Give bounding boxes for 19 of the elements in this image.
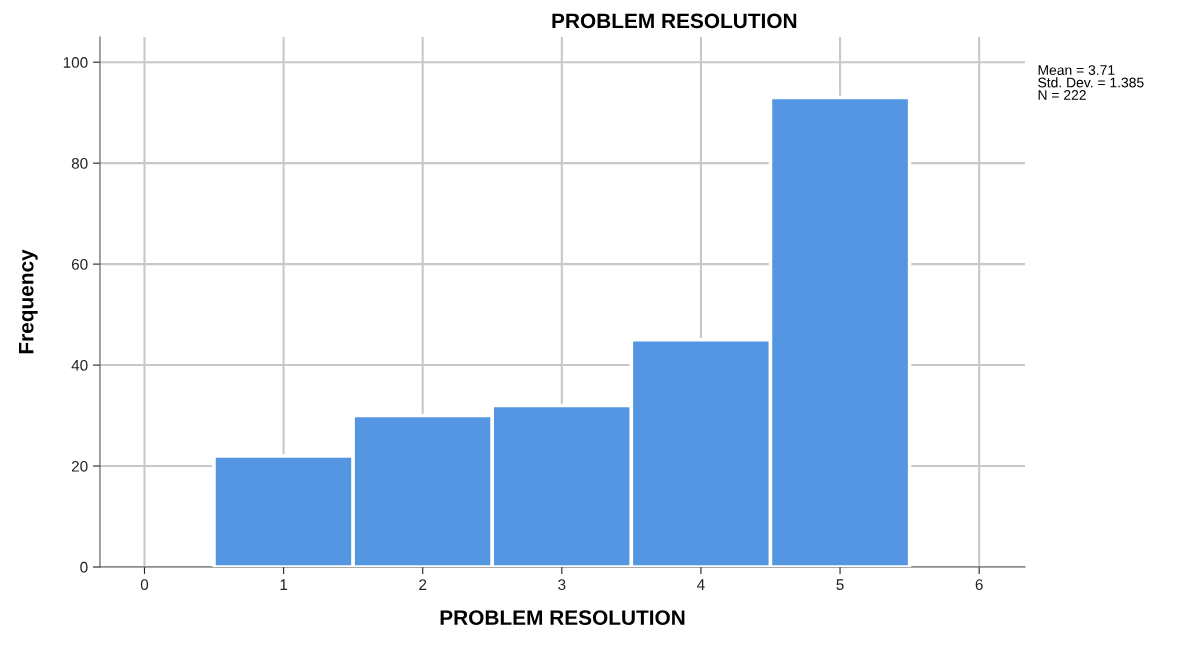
text: N = 222 xyxy=(1038,90,1086,100)
text: Mean = 3.71 xyxy=(1038,65,1115,75)
x-tick-label: 2 xyxy=(419,579,427,590)
x-tick-label: 1 xyxy=(280,579,288,590)
x-tick-label: 6 xyxy=(975,579,983,591)
x-tick-label: 3 xyxy=(558,579,566,591)
text: Std. Dev. = 1.385 xyxy=(1038,77,1144,88)
x-axis-title: PROBLEM RESOLUTION xyxy=(440,610,685,626)
y-tick-label: 20 xyxy=(71,460,88,472)
x-tick-label: 0 xyxy=(140,579,149,591)
y-tick-label: 0 xyxy=(80,561,88,573)
chart-title: PROBLEM RESOLUTION xyxy=(552,13,797,29)
y-axis-title: Frequency xyxy=(19,249,38,354)
y-tick-label: 100 xyxy=(63,57,88,68)
y-tick-label: 40 xyxy=(71,359,88,371)
x-tick-label: 4 xyxy=(697,579,705,590)
y-tick-label: 60 xyxy=(71,258,88,270)
x-tick-label: 5 xyxy=(836,579,844,591)
y-tick-label: 80 xyxy=(71,158,88,169)
